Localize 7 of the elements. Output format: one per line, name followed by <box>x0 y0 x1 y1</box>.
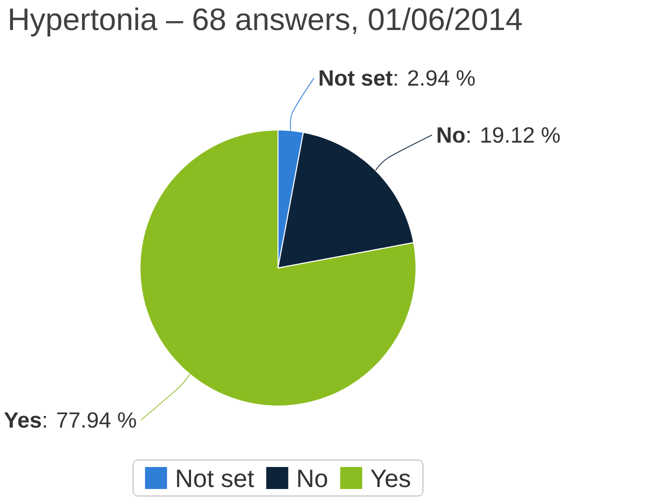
data-label: Not set: 2.94 % <box>320 70 475 86</box>
legend-label: Not set <box>177 470 254 488</box>
chart-title: Hypertonia – 68 answers, 01/06/2014 <box>10 8 522 36</box>
legend-label: Yes <box>370 470 410 488</box>
data-label: Yes: 77.94 % <box>4 412 136 428</box>
data-label: No: 19.12 % <box>438 127 560 143</box>
legend-label: No <box>298 470 328 488</box>
